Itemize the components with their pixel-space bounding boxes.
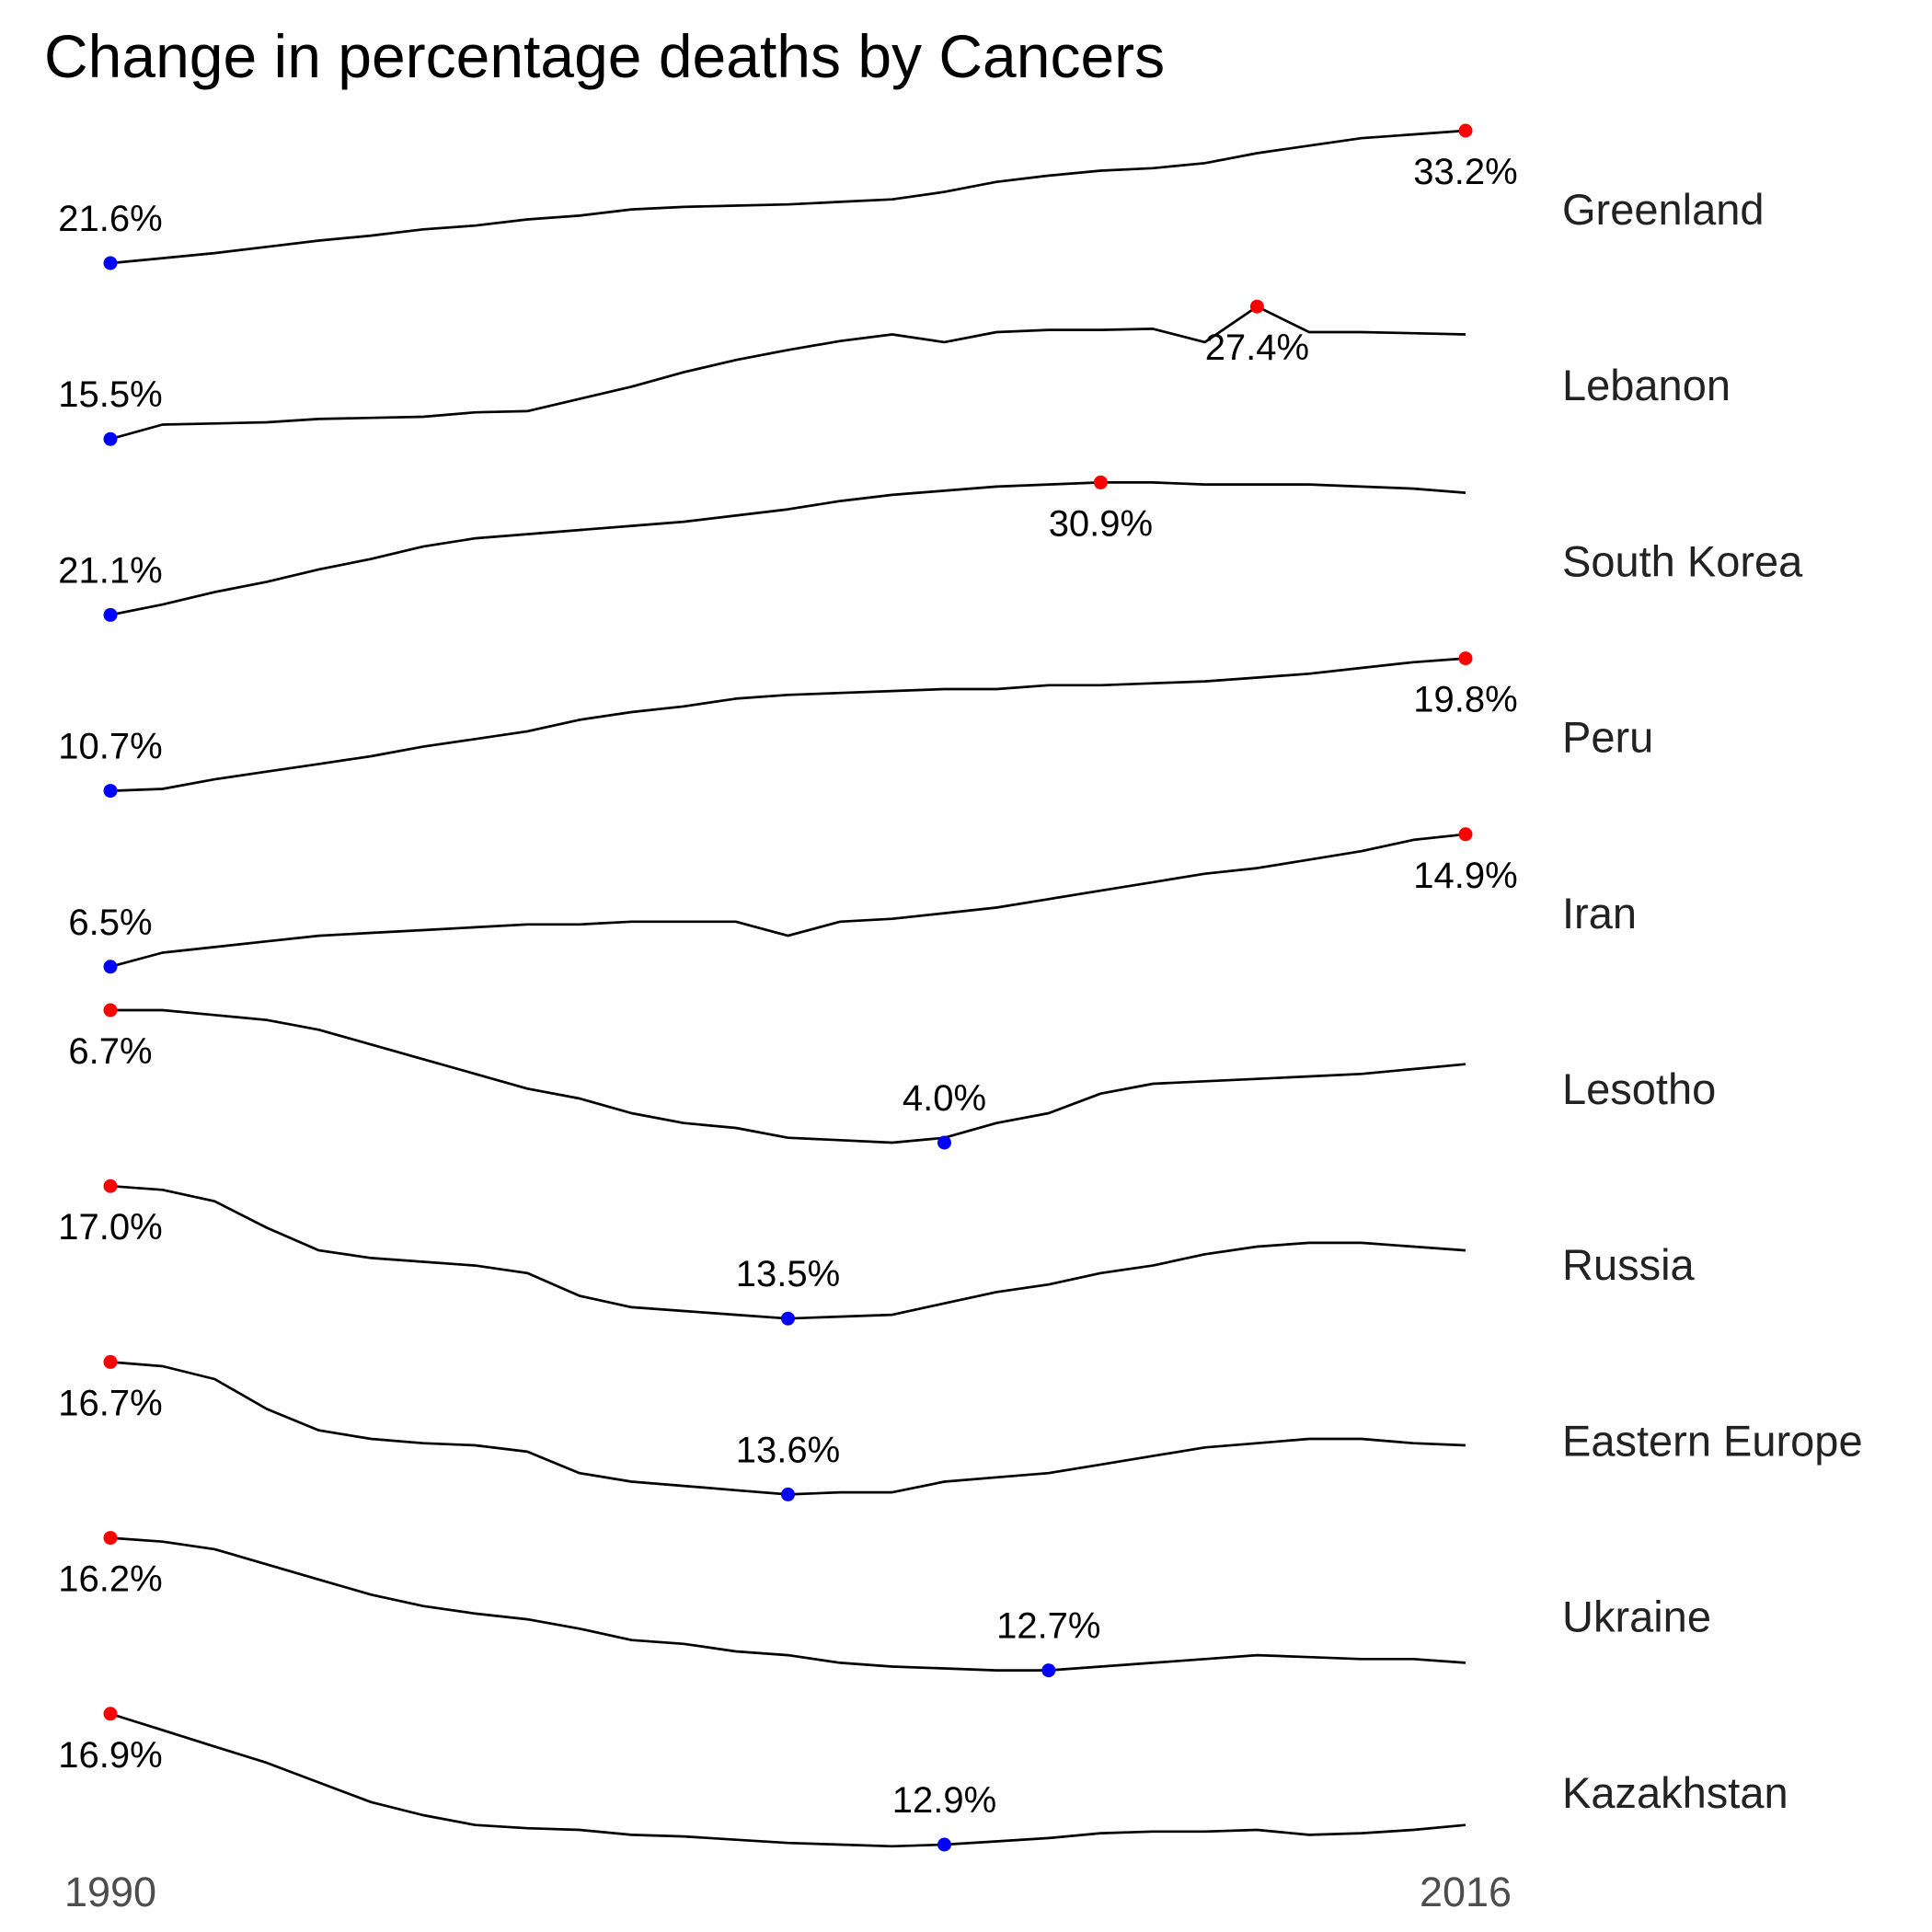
panel-south-korea: South Korea 30.9% 21.1% (58, 475, 1803, 622)
max-marker (103, 1354, 118, 1369)
series-line-south-korea (109, 481, 1466, 616)
panel-russia: Russia 17.0% 13.5% (58, 1179, 1696, 1326)
panel-kazakhstan: Kazakhstan 16.9% 12.9% (58, 1707, 1788, 1852)
min-value-label: 10.7% (58, 727, 162, 767)
series-name-label: South Korea (1562, 536, 1803, 585)
max-value-label: 14.9% (1413, 856, 1517, 896)
panel-lebanon: Lebanon 27.4% 15.5% (58, 299, 1731, 446)
series-name-label: Peru (1562, 713, 1653, 762)
max-value-label: 30.9% (1049, 503, 1153, 544)
max-value-label: 17.0% (58, 1207, 162, 1248)
min-marker (781, 1311, 795, 1326)
series-line-lebanon (109, 305, 1466, 441)
panel-eastern-europe: Eastern Europe 16.7% 13.6% (58, 1354, 1863, 1501)
min-marker (937, 1837, 951, 1852)
panel-lesotho: Lesotho 6.7% 4.0% (68, 1003, 1716, 1150)
chart-title: Change in percentage deaths by Cancers (44, 22, 1165, 90)
min-marker (103, 784, 118, 799)
min-value-label: 15.5% (58, 374, 162, 415)
max-marker (1458, 123, 1473, 138)
panel-ukraine: Ukraine 16.2% 12.7% (58, 1531, 1711, 1678)
min-marker (937, 1135, 951, 1150)
series-line-lesotho (110, 1008, 1466, 1144)
min-value-label: 12.9% (892, 1780, 996, 1821)
series-line-russia (109, 1184, 1466, 1320)
min-marker (781, 1487, 795, 1501)
max-value-label: 19.8% (1413, 680, 1517, 720)
min-value-label: 13.6% (736, 1430, 840, 1470)
min-marker (103, 960, 118, 974)
series-name-label: Greenland (1562, 185, 1765, 234)
max-marker (1249, 299, 1264, 314)
min-value-label: 21.1% (58, 550, 162, 591)
series-line-eastern-europe (109, 1361, 1466, 1496)
max-value-label: 27.4% (1205, 328, 1309, 368)
min-value-label: 6.5% (68, 903, 152, 943)
min-marker (1041, 1663, 1056, 1678)
min-marker (103, 607, 118, 622)
max-marker (1093, 475, 1108, 489)
max-value-label: 16.7% (58, 1383, 162, 1423)
series-line-peru (109, 657, 1466, 792)
max-value-label: 6.7% (68, 1031, 152, 1072)
max-value-label: 16.9% (58, 1735, 162, 1776)
min-marker (103, 256, 118, 270)
min-value-label: 13.5% (736, 1254, 840, 1294)
series-name-label: Lesotho (1562, 1064, 1716, 1113)
max-marker (1458, 651, 1473, 666)
min-marker (103, 431, 118, 446)
max-marker (103, 1531, 118, 1546)
series-name-label: Ukraine (1562, 1593, 1711, 1641)
series-line-greenland (109, 129, 1466, 265)
max-marker (103, 1179, 118, 1193)
series-line-ukraine (109, 1536, 1466, 1672)
max-value-label: 33.2% (1413, 152, 1517, 192)
series-name-label: Eastern Europe (1562, 1416, 1863, 1465)
series-line-kazakhstan (109, 1712, 1466, 1848)
min-value-label: 21.6% (58, 199, 162, 239)
max-value-label: 16.2% (58, 1559, 162, 1600)
series-line-iran (109, 833, 1466, 969)
x-start-year-label: 1990 (64, 1869, 156, 1915)
max-marker (103, 1003, 118, 1018)
series-layer: Greenland 33.2% 21.6% Lebanon 27.4% 15.5% Sout… (58, 123, 1863, 1852)
min-value-label: 4.0% (903, 1078, 986, 1119)
panel-greenland: Greenland 33.2% 21.6% (58, 123, 1765, 270)
series-name-label: Lebanon (1562, 361, 1731, 409)
series-name-label: Kazakhstan (1562, 1768, 1788, 1817)
max-marker (103, 1707, 118, 1721)
x-end-year-label: 2016 (1420, 1869, 1512, 1915)
panel-iran: Iran 14.9% 6.5% (68, 827, 1637, 974)
series-name-label: Iran (1562, 889, 1637, 937)
panel-peru: Peru 19.8% 10.7% (58, 651, 1653, 799)
min-value-label: 12.7% (996, 1606, 1100, 1647)
series-name-label: Russia (1562, 1240, 1696, 1289)
max-marker (1458, 827, 1473, 842)
